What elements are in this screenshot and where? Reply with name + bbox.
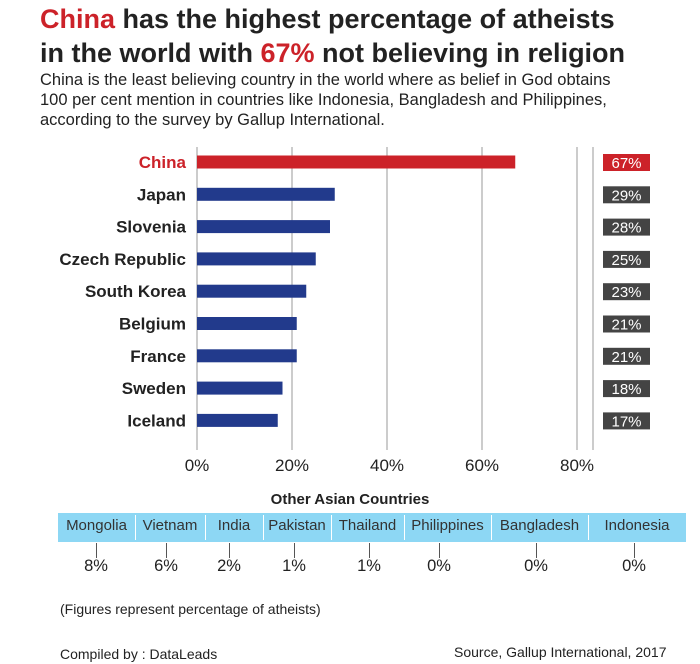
other-asian-title: Other Asian Countries	[270, 491, 430, 508]
pointer-tick	[536, 543, 537, 558]
value-label: 21%	[611, 349, 641, 366]
country-percent: 0%	[524, 557, 548, 575]
x-tick-label: 80%	[560, 456, 594, 475]
category-label: France	[130, 347, 186, 366]
value-label-box	[603, 186, 650, 204]
country-percent: 2%	[217, 557, 241, 575]
bar-sweden	[197, 381, 283, 395]
value-label: 29%	[611, 187, 641, 204]
value-label-box	[603, 283, 650, 301]
bar-slovenia	[197, 220, 330, 234]
value-label-box	[603, 154, 650, 171]
value-label-box	[603, 380, 650, 398]
subtitle-line-2: 100 per cent mention in countries like I…	[40, 91, 607, 109]
cell-separator	[331, 515, 332, 540]
value-label: 23%	[611, 284, 641, 301]
chart-subtitle: China is the least believing country in …	[40, 70, 690, 130]
category-label: Czech Republic	[59, 250, 186, 269]
country-cell-thailand: Thailand	[338, 517, 397, 534]
value-label: 25%	[611, 252, 641, 269]
title-line2-text: in the world with	[40, 38, 261, 68]
bar-iceland	[197, 413, 278, 427]
compiled-by: Compiled by : DataLeads	[60, 646, 218, 662]
country-cell-india: India	[217, 517, 251, 534]
figures-note: (Figures represent percentage of atheist…	[60, 601, 321, 617]
title-line2-rest: not believing in religion	[314, 38, 626, 68]
category-label: Slovenia	[116, 218, 186, 237]
pointer-tick	[439, 543, 440, 558]
pointer-tick	[369, 543, 370, 558]
value-label: 67%	[611, 155, 641, 172]
cell-separator	[404, 515, 405, 540]
value-label-box	[603, 347, 650, 365]
bar-france	[197, 349, 297, 363]
pointer-tick	[294, 543, 295, 558]
subtitle-line-1: China is the least believing country in …	[40, 71, 611, 89]
country-percent: 8%	[84, 557, 108, 575]
category-label: Sweden	[122, 379, 186, 398]
cell-separator	[205, 515, 206, 540]
value-label-box	[603, 412, 650, 430]
other-asian-strip: Mongolia Vietnam India Pakistan Thailand Phil…	[58, 513, 686, 542]
bar-japan	[197, 187, 335, 201]
bar-china	[197, 155, 516, 169]
subtitle-line-3: according to the survey by Gallup Intern…	[40, 111, 385, 129]
country-percent: 1%	[357, 557, 381, 575]
country-percent: 1%	[282, 557, 306, 575]
x-tick-label: 40%	[370, 456, 404, 475]
value-label-box	[603, 250, 650, 268]
category-label: China	[139, 153, 187, 172]
atheism-bar-chart: China 67% Japan 29% Slovenia 28% Czech Republi…	[59, 147, 650, 475]
title-accent-china: China	[40, 4, 116, 34]
pointer-tick	[634, 543, 635, 558]
category-label: Japan	[137, 185, 186, 204]
country-cell-pakistan: Pakistan	[268, 517, 326, 534]
pointer-tick	[96, 543, 97, 558]
bar-czech-republic	[197, 252, 316, 266]
value-label: 18%	[611, 381, 641, 398]
country-cell-vietnam: Vietnam	[142, 517, 198, 534]
value-label-box	[603, 315, 650, 333]
country-percent: 0%	[622, 557, 646, 575]
chart-title: China has the highest percentage of athe…	[40, 2, 690, 70]
value-label-box	[603, 218, 650, 236]
value-label: 17%	[611, 413, 641, 430]
country-cell-indonesia: Indonesia	[604, 517, 670, 534]
x-tick-label: 60%	[465, 456, 499, 475]
cell-separator	[135, 515, 136, 540]
cell-separator	[263, 515, 264, 540]
x-tick-label: 0%	[185, 456, 210, 475]
title-accent-percent: 67%	[260, 38, 315, 68]
country-cell-mongolia: Mongolia	[66, 517, 127, 534]
category-label: South Korea	[85, 282, 187, 301]
bar-belgium	[197, 317, 297, 330]
value-label: 21%	[611, 317, 641, 334]
country-percent: 0%	[427, 557, 451, 575]
pointer-tick	[229, 543, 230, 558]
cell-separator	[588, 515, 589, 540]
value-label: 28%	[611, 220, 641, 237]
category-label: Belgium	[119, 315, 186, 334]
title-line1-text: has the highest percentage of atheists	[115, 4, 615, 34]
country-cell-bangladesh: Bangladesh	[499, 517, 580, 534]
source-credit: Source, Gallup International, 2017	[454, 644, 667, 660]
country-percent: 6%	[154, 557, 178, 575]
pointer-tick	[166, 543, 167, 558]
cell-separator	[491, 515, 492, 540]
country-cell-philippines: Philippines	[411, 517, 484, 534]
x-tick-label: 20%	[275, 456, 309, 475]
category-label: Iceland	[127, 411, 186, 430]
bar-south-korea	[197, 284, 307, 298]
